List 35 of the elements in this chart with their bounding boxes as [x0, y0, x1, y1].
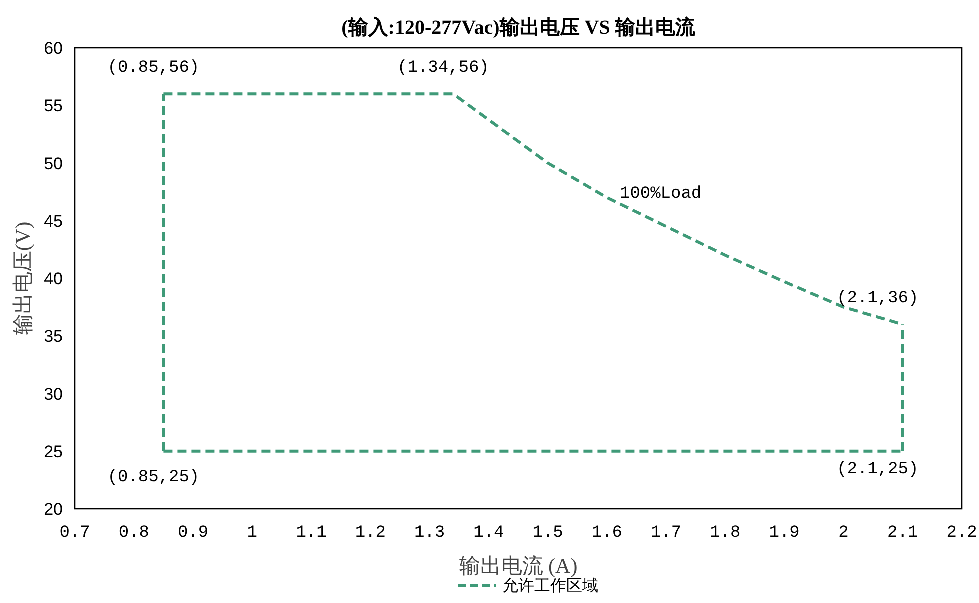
- x-tick-label: 1.1: [296, 524, 327, 543]
- x-tick-label: 1.3: [414, 524, 446, 543]
- x-tick-label: 0.8: [118, 524, 150, 543]
- y-tick-label: 40: [44, 270, 63, 288]
- annotation: (2.1,25): [837, 460, 919, 480]
- y-tick-label: 30: [44, 384, 63, 404]
- x-tick-label: 2: [838, 524, 849, 543]
- legend-label: 允许工作区域: [502, 576, 598, 595]
- x-tick-label: 1.4: [474, 524, 504, 543]
- x-tick-label: 1.2: [355, 524, 386, 543]
- x-tick-label: 0.7: [60, 524, 90, 543]
- x-tick-label: 2.1: [888, 524, 918, 543]
- x-tick-label: 0.9: [178, 524, 209, 543]
- annotation: (0.85,25): [108, 468, 200, 488]
- x-tick-label: 1.5: [532, 524, 564, 543]
- y-tick-label: 60: [44, 39, 63, 58]
- annotation: (1.34,56): [398, 59, 490, 78]
- y-tick-label: 55: [44, 96, 63, 116]
- x-axis-title: 输出电流 (A): [459, 554, 578, 578]
- x-tick-label: 1.6: [592, 524, 623, 543]
- x-tick-label: 1: [247, 524, 258, 543]
- y-tick-label: 45: [44, 212, 63, 231]
- y-tick-label: 50: [44, 154, 63, 174]
- x-tick-label: 2.2: [946, 524, 978, 543]
- y-tick-label: 20: [44, 500, 63, 519]
- annotation: (0.85,56): [108, 59, 200, 78]
- y-axis-title: 输出电压(V): [11, 222, 35, 336]
- x-tick-label: 1.9: [769, 524, 800, 543]
- y-tick-label: 25: [44, 442, 63, 462]
- y-tick-label: 35: [44, 327, 63, 346]
- x-tick-label: 1.7: [651, 524, 682, 543]
- chart-title: (输入:120-277Vac)输出电压 VS 输出电流: [342, 16, 696, 39]
- x-tick-label: 1.8: [710, 524, 741, 543]
- annotation: (2.1,36): [837, 290, 919, 309]
- annotation: 100%Load: [620, 185, 702, 204]
